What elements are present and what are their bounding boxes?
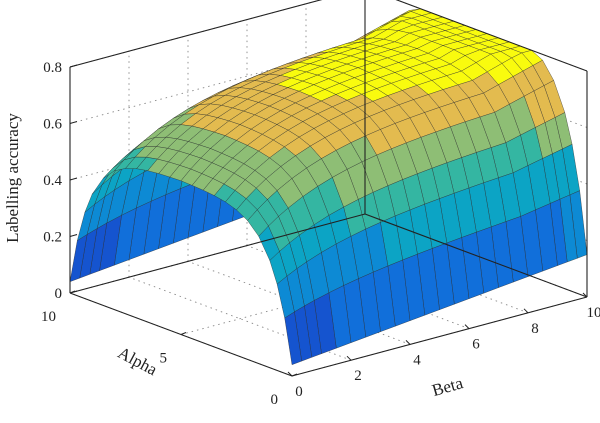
surface-layer xyxy=(69,8,588,365)
beta-tick-mark xyxy=(582,292,588,298)
beta-tick-mark xyxy=(405,340,411,345)
z-tick-label: 0.8 xyxy=(43,60,62,76)
beta-axis-line xyxy=(291,296,588,377)
z-tick-label: 0.2 xyxy=(43,230,62,246)
alpha-tick-label: 10 xyxy=(41,309,56,325)
surface-patch xyxy=(284,311,302,365)
z-tick-mark xyxy=(69,234,78,237)
beta-tick-mark xyxy=(287,371,293,377)
alpha-tick-mark xyxy=(180,332,187,335)
z-tick-mark xyxy=(69,177,78,181)
alpha-tick-mark xyxy=(291,373,298,377)
beta-tick-label: 0 xyxy=(295,384,303,400)
beta-tick-label: 2 xyxy=(354,368,362,384)
beta-tick-label: 8 xyxy=(531,321,539,337)
box-edge xyxy=(69,213,366,294)
box-edge xyxy=(395,0,588,72)
beta-tick-label: 4 xyxy=(413,352,421,368)
beta-tick-mark xyxy=(523,308,529,314)
alpha-axis-label: Alpha xyxy=(115,343,161,379)
box-edge xyxy=(69,0,323,68)
beta-tick-mark xyxy=(464,324,470,329)
grid-line-beta xyxy=(305,229,529,314)
box-edge xyxy=(364,213,588,298)
beta-tick-label: 6 xyxy=(472,337,480,353)
alpha-tick-mark xyxy=(69,290,76,294)
alpha-tick-label: 0 xyxy=(271,392,279,408)
beta-tick-mark xyxy=(346,355,352,361)
alpha-tick-label: 5 xyxy=(160,351,168,367)
z-tick-label: 0.6 xyxy=(43,117,62,133)
z-tick-mark xyxy=(69,121,78,124)
tick-layer: 0 0.2 0.4 0.6 0.8 0 2 4 6 8 10 0 5 10 xyxy=(41,60,600,408)
z-axis-label: Labelling accuracy xyxy=(3,113,22,243)
z-tick-mark xyxy=(69,64,78,68)
z-tick-label: 0 xyxy=(55,286,63,302)
beta-tick-label: 10 xyxy=(587,305,600,321)
grid-line-beta xyxy=(246,245,470,330)
z-tick-label: 0.4 xyxy=(43,173,62,189)
beta-axis-label: Beta xyxy=(430,373,466,400)
